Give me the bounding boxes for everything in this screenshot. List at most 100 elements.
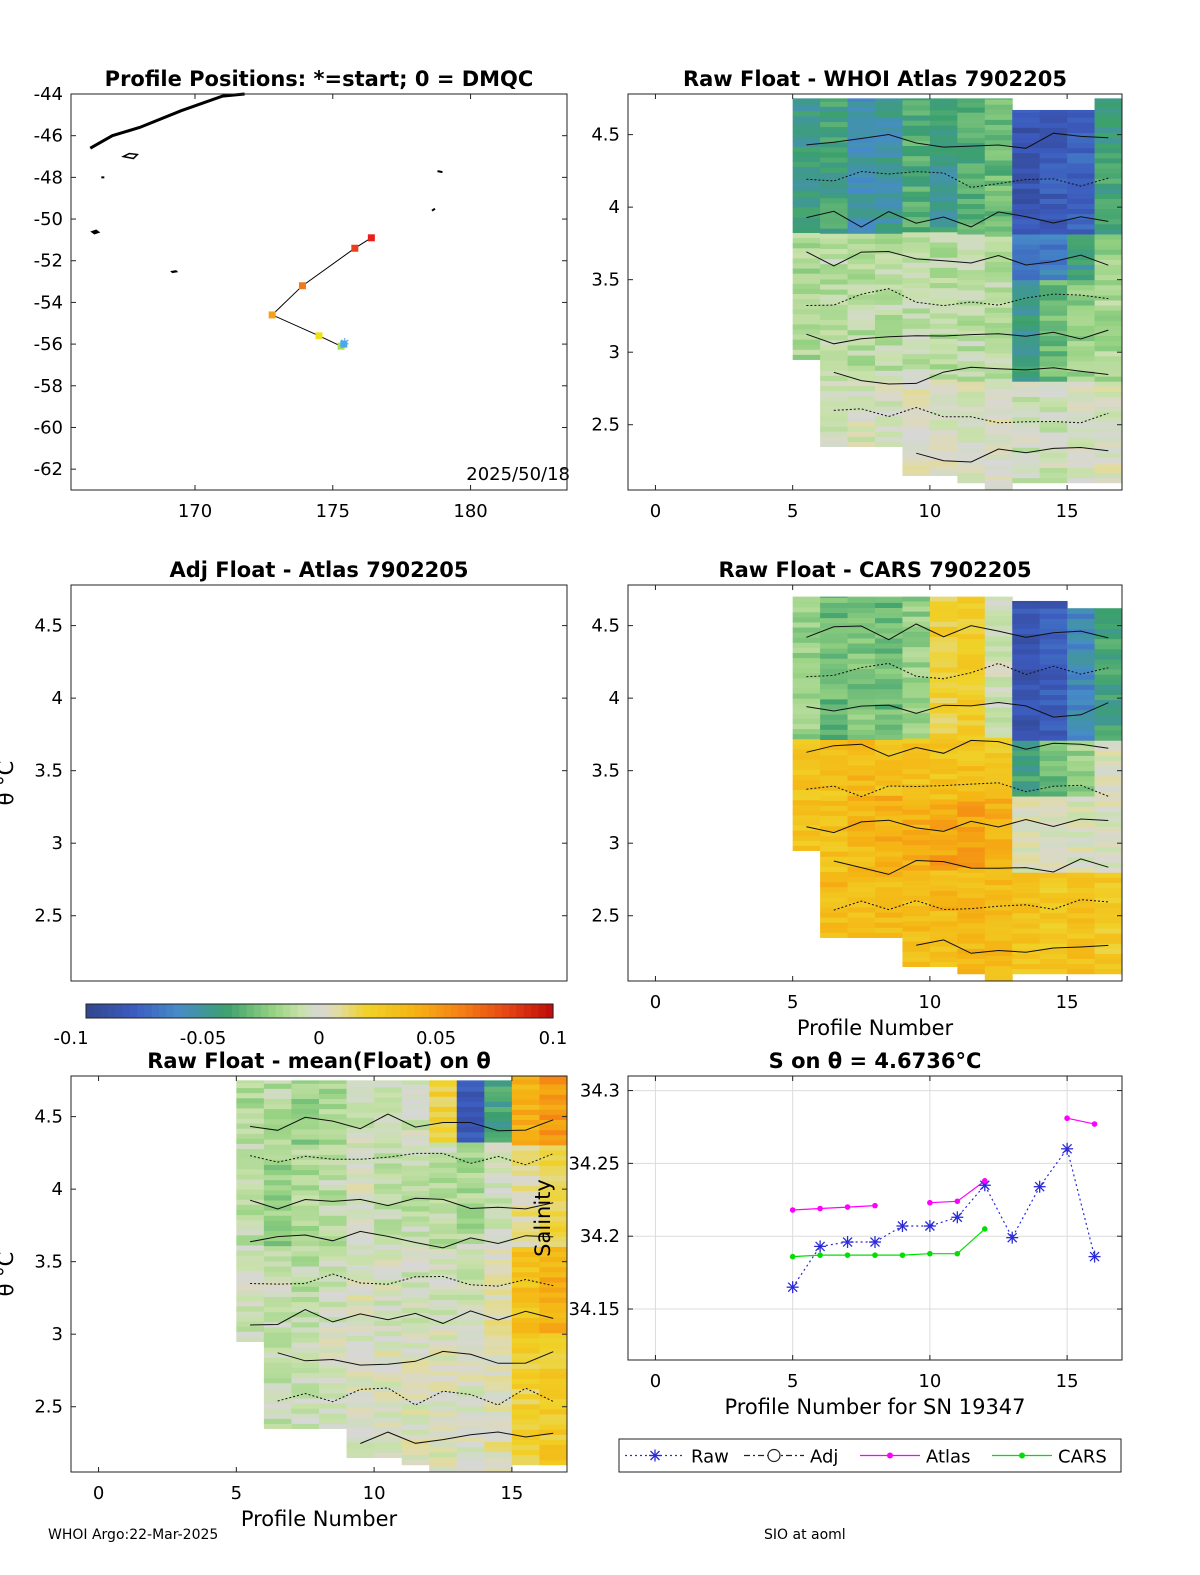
heatmap-cell bbox=[374, 1080, 403, 1083]
heatmap-cell bbox=[511, 1139, 540, 1146]
heatmap-cell bbox=[820, 729, 849, 735]
x-tick-label: 175 bbox=[316, 501, 350, 522]
heatmap-cell bbox=[875, 922, 903, 928]
heatmap-cell bbox=[263, 1326, 292, 1333]
heatmap-cell bbox=[1067, 142, 1096, 149]
heatmap-cell bbox=[1094, 284, 1123, 291]
heatmap-cell bbox=[291, 1184, 320, 1191]
heatmap-cell bbox=[984, 134, 1013, 141]
heatmap-cell bbox=[984, 757, 1013, 764]
heatmap-cell bbox=[1094, 218, 1123, 225]
heatmap-cell bbox=[539, 1342, 568, 1349]
heatmap-cell bbox=[1067, 851, 1096, 858]
heatmap-cell bbox=[346, 1173, 375, 1179]
heatmap-cell bbox=[1012, 938, 1041, 944]
x-axis-label: Profile Number bbox=[241, 1507, 398, 1531]
colorbar-swatch bbox=[545, 1004, 554, 1018]
heatmap-cell bbox=[847, 922, 876, 928]
profile-position-marker bbox=[367, 234, 375, 242]
heatmap-cell bbox=[346, 1081, 375, 1088]
y-tick-label: 34.3 bbox=[580, 1081, 620, 1102]
heatmap-cell bbox=[820, 739, 849, 746]
heatmap-cell bbox=[984, 818, 1013, 825]
heatmap-cell bbox=[875, 223, 903, 229]
heatmap-cell bbox=[984, 904, 1013, 911]
heatmap-cell bbox=[820, 607, 849, 614]
heatmap-cell bbox=[929, 389, 958, 395]
heatmap-cell bbox=[511, 1403, 540, 1410]
raw-point bbox=[841, 1236, 854, 1249]
heatmap-cell bbox=[1039, 760, 1068, 767]
heatmap-cell bbox=[401, 1155, 430, 1161]
heatmap-cell bbox=[902, 651, 931, 658]
heatmap-cell bbox=[1012, 330, 1041, 337]
heatmap-cell bbox=[902, 666, 931, 673]
heatmap-cell bbox=[1094, 178, 1123, 184]
heatmap-cell bbox=[401, 1200, 430, 1207]
heatmap-cell bbox=[484, 1218, 513, 1224]
heatmap-cell bbox=[1067, 315, 1096, 321]
heatmap-cell bbox=[236, 1199, 265, 1205]
heatmap-cell bbox=[929, 839, 958, 846]
heatmap-cell bbox=[1067, 648, 1096, 655]
heatmap-cell bbox=[511, 1175, 540, 1181]
heatmap-cell bbox=[456, 1385, 485, 1392]
heatmap-cell bbox=[456, 1456, 485, 1463]
heatmap-cell bbox=[792, 662, 821, 669]
heatmap-cell bbox=[984, 439, 1013, 445]
y-tick-label: 2.5 bbox=[34, 906, 63, 927]
heatmap-cell bbox=[957, 897, 986, 904]
colorbar-swatch bbox=[348, 1004, 357, 1018]
heatmap-cell bbox=[984, 879, 1013, 886]
heatmap-cell bbox=[820, 922, 849, 928]
heatmap-cell bbox=[820, 643, 849, 649]
heatmap-cell bbox=[401, 1287, 430, 1293]
heatmap-cell bbox=[902, 353, 931, 360]
heatmap-cell bbox=[984, 484, 1013, 491]
heatmap-cell bbox=[1039, 213, 1068, 220]
heatmap-cell bbox=[984, 119, 1013, 125]
heatmap-cell bbox=[820, 825, 849, 832]
heatmap-cell bbox=[847, 648, 876, 654]
heatmap-cell bbox=[1012, 933, 1041, 939]
heatmap-cell bbox=[236, 1209, 265, 1216]
heatmap-cell bbox=[820, 162, 849, 168]
heatmap-cell bbox=[401, 1256, 430, 1263]
heatmap-cell bbox=[539, 1231, 568, 1237]
heatmap-cell bbox=[511, 1221, 540, 1227]
heatmap-cell bbox=[847, 764, 876, 771]
heatmap-cell bbox=[929, 206, 958, 212]
heatmap-cell bbox=[429, 1218, 458, 1224]
heatmap-cell bbox=[484, 1340, 513, 1346]
heatmap-cell bbox=[319, 1357, 348, 1363]
heatmap-cell bbox=[820, 98, 849, 102]
heatmap-cell bbox=[792, 283, 821, 289]
heatmap-cell bbox=[346, 1152, 375, 1159]
heatmap-cell bbox=[374, 1152, 403, 1159]
heatmap-cell bbox=[957, 709, 986, 716]
heatmap-cell bbox=[1039, 208, 1068, 215]
map-date-annotation: 2025/50/18 bbox=[466, 464, 570, 485]
heatmap-cell bbox=[847, 668, 876, 674]
colorbar-frame bbox=[85, 1003, 554, 1019]
heatmap-cell bbox=[820, 901, 849, 908]
heatmap-cell bbox=[1094, 249, 1123, 255]
heatmap-cell bbox=[1039, 765, 1068, 772]
heatmap-cell bbox=[319, 1260, 348, 1267]
heatmap-cell bbox=[792, 804, 821, 811]
heatmap-cell bbox=[792, 713, 821, 719]
heatmap-cell bbox=[1094, 684, 1123, 690]
heatmap-cell bbox=[263, 1235, 292, 1242]
heatmap-cell bbox=[484, 1406, 513, 1412]
heatmap-cell bbox=[792, 779, 821, 785]
y-tick-label: -46 bbox=[34, 126, 63, 147]
heatmap-cell bbox=[957, 157, 986, 164]
heatmap-cell bbox=[291, 1088, 320, 1094]
heatmap-cell bbox=[984, 965, 1013, 972]
heatmap-cell bbox=[1067, 831, 1096, 838]
heatmap-cell bbox=[291, 1286, 320, 1292]
heatmap-cell bbox=[957, 457, 986, 463]
heatmap-cell bbox=[847, 790, 876, 796]
heatmap-cell bbox=[319, 1128, 348, 1135]
heatmap-cell bbox=[847, 344, 876, 351]
